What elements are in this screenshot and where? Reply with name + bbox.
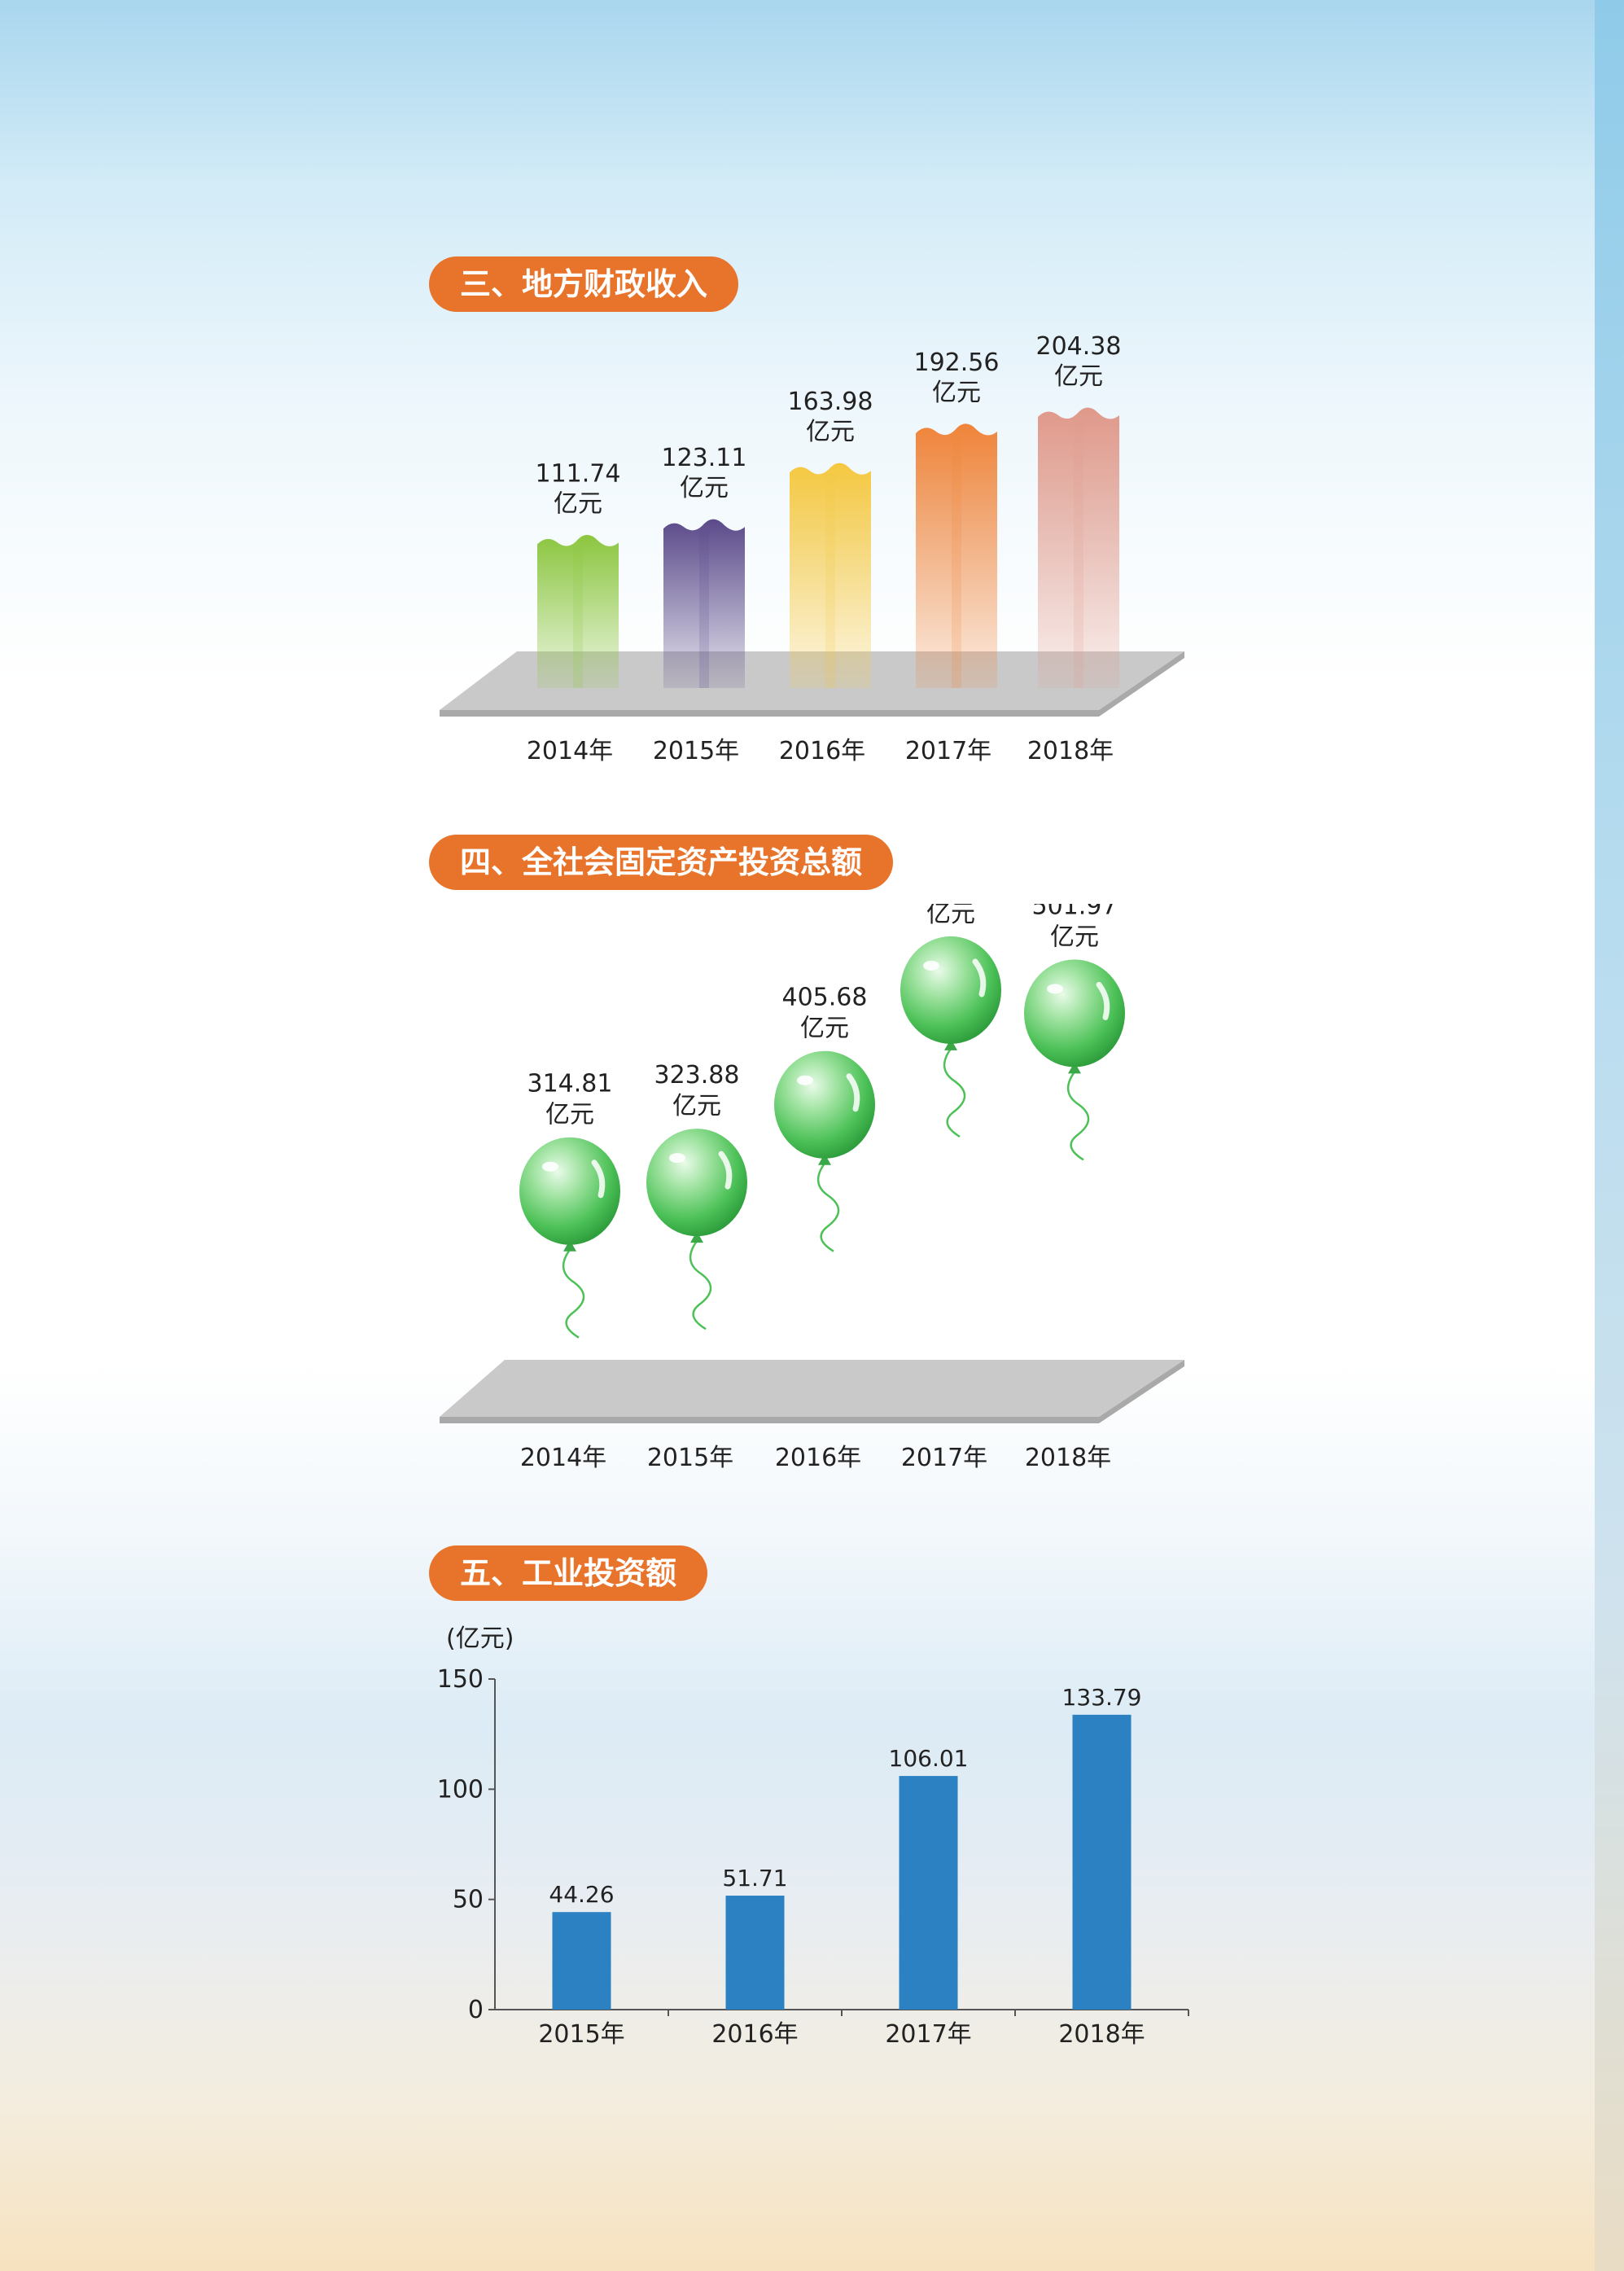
chart1-unit-label: 亿元: [680, 474, 729, 502]
chart2-balloon-string: [817, 1162, 840, 1252]
chart1-value-label: 163.98: [788, 388, 873, 416]
chart3-bar-2016年: [725, 1896, 785, 2010]
chart2-balloon-highlight: [846, 1073, 860, 1112]
chart1-value-label: 111.74: [536, 459, 621, 488]
chart3-x-tick-label: 2018年: [1058, 2020, 1145, 2049]
chart2-unit-label: 亿元: [1050, 923, 1099, 951]
chart1-bar-2017年: [916, 423, 997, 688]
fixed-asset-investment-chart: 314.81 亿元 2014年 323.88 亿元 2015年 405.68 亿元 2016年 5…: [440, 904, 1184, 1472]
fiscal-revenue-chart: 111.74亿元2014年123.11亿元2015年163.98亿元2016年1…: [440, 332, 1184, 765]
chart2-unit-label: 亿元: [672, 1092, 721, 1120]
chart2-balloon-shine: [1047, 984, 1063, 994]
chart1-x-tick-label: 2015年: [653, 737, 739, 765]
chart2-balloon-knot: [944, 1038, 957, 1050]
chart1-value-label: 192.56: [914, 349, 1000, 377]
chart2-balloon-highlight: [591, 1160, 606, 1199]
right-edge-strip: [1595, 0, 1624, 2271]
chart1-unit-label: 亿元: [554, 489, 602, 518]
chart1-x-tick-label: 2014年: [527, 737, 613, 765]
chart2-balloon-2016年: [774, 1050, 875, 1159]
chart2-value-label: 501.97: [1032, 904, 1118, 920]
chart3-y-axis-label: (亿元): [446, 1624, 514, 1653]
chart2-x-tick-label: 2018年: [1025, 1444, 1111, 1472]
chart2-balloon-shine: [923, 960, 939, 971]
chart2-balloon-knot: [818, 1153, 831, 1165]
chart2-floor-edge: [440, 1360, 1184, 1423]
chart2-balloon-string: [943, 1048, 966, 1138]
chart3-bar-2017年: [899, 1776, 958, 2010]
chart3-value-label: 44.26: [549, 1881, 614, 1908]
chart1-bar-2015年: [663, 519, 745, 688]
chart3-value-label: 106.01: [889, 1745, 969, 1772]
chart2-balloon-shine: [669, 1153, 685, 1164]
chart1-unit-label: 亿元: [932, 379, 981, 407]
chart1-unit-label: 亿元: [806, 418, 855, 446]
chart1-unit-label: 亿元: [1054, 362, 1103, 391]
chart2-balloon-string: [689, 1240, 712, 1331]
chart1-floor-edge: [440, 651, 1184, 717]
chart3-y-tick-label: 100: [437, 1775, 484, 1804]
chart2-unit-label: 亿元: [545, 1101, 594, 1129]
chart2-balloon-knot: [563, 1239, 576, 1252]
chart1-bar-2018年: [1038, 407, 1119, 688]
chart1-x-tick-label: 2017年: [905, 737, 991, 765]
chart1-value-label: 123.11: [662, 444, 747, 472]
chart1-bar-2016年: [790, 463, 871, 688]
chart2-value-label: 314.81: [527, 1070, 613, 1098]
chart3-bar-2018年: [1072, 1714, 1132, 2010]
chart1-bar-ridge: [825, 474, 835, 688]
chart3-y-tick-label: 50: [453, 1886, 484, 1914]
chart2-balloon-shine: [797, 1075, 813, 1085]
chart1-x-tick-label: 2018年: [1027, 737, 1114, 765]
chart2-balloon-shine: [542, 1161, 558, 1172]
chart1-bar-2014年: [537, 534, 619, 688]
chart1-x-tick-label: 2016年: [779, 737, 865, 765]
chart2-balloon-2018年: [1024, 959, 1125, 1068]
chart3-value-label: 133.79: [1062, 1684, 1142, 1711]
chart2-value-label: 405.68: [782, 984, 868, 1012]
chart1-bar-ridge: [699, 530, 709, 688]
chart3-value-label: 51.71: [722, 1865, 787, 1892]
chart1-bar-ridge: [573, 546, 583, 688]
chart3-x-tick-label: 2017年: [885, 2020, 971, 2049]
chart3-x-tick-label: 2015年: [538, 2020, 624, 2049]
chart2-x-tick-label: 2016年: [775, 1444, 861, 1472]
section-header-fiscal-revenue: 三、地方财政收入: [429, 256, 739, 312]
chart2-x-tick-label: 2015年: [647, 1444, 733, 1472]
chart3-y-tick-label: 150: [437, 1665, 484, 1694]
chart2-balloon-knot: [690, 1231, 703, 1243]
chart3-bar-2015年: [552, 1912, 611, 2010]
chart2-value-label: 323.88: [654, 1061, 740, 1089]
chart2-balloon-knot: [1068, 1062, 1081, 1074]
chart1-bar-ridge: [1074, 419, 1083, 688]
chart2-balloon-highlight: [718, 1151, 733, 1190]
chart3-y-tick-label: 0: [468, 1996, 484, 2024]
chart1-bar-ridge: [952, 434, 961, 688]
chart2-unit-label: 亿元: [926, 904, 975, 928]
section-header-industrial-investment: 五、工业投资额: [429, 1545, 708, 1601]
chart2-balloon-string: [1067, 1071, 1090, 1161]
chart2-balloon-string: [562, 1248, 585, 1339]
chart3-x-tick-label: 2016年: [711, 2020, 798, 2049]
chart2-x-tick-label: 2014年: [520, 1444, 606, 1472]
section-header-fixed-asset-investment: 四、全社会固定资产投资总额: [429, 835, 894, 890]
chart2-balloon-2017年: [900, 936, 1001, 1044]
chart2-x-tick-label: 2017年: [901, 1444, 987, 1472]
chart2-balloon-highlight: [1096, 981, 1110, 1020]
chart1-value-label: 204.38: [1036, 332, 1122, 361]
chart2-floor: [440, 1360, 1184, 1417]
chart2-balloon-highlight: [972, 958, 987, 997]
chart2-balloon-2014年: [519, 1137, 620, 1245]
chart2-balloon-2015年: [646, 1129, 747, 1237]
chart2-unit-label: 亿元: [800, 1015, 849, 1043]
industrial-investment-chart: (亿元) 0 50 100 150 44.26 2015年 51.71 2016年 106.0…: [437, 1624, 1189, 2049]
